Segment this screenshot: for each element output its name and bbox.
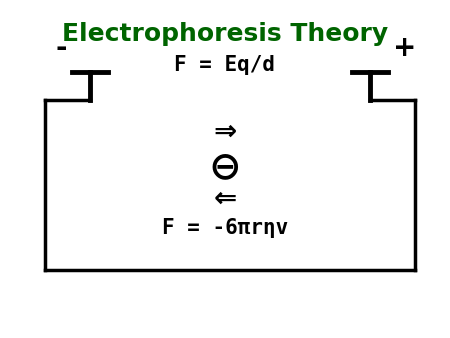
Text: ⇒: ⇒ <box>213 118 237 146</box>
Text: Electrophoresis Theory: Electrophoresis Theory <box>62 22 388 46</box>
Text: ⇐: ⇐ <box>213 185 237 213</box>
Text: F = Eq/d: F = Eq/d <box>175 55 275 75</box>
Text: F = -6πrηv: F = -6πrηv <box>162 218 288 238</box>
Text: ⊖: ⊖ <box>209 148 241 186</box>
Text: -: - <box>55 34 67 62</box>
Text: +: + <box>393 34 416 62</box>
